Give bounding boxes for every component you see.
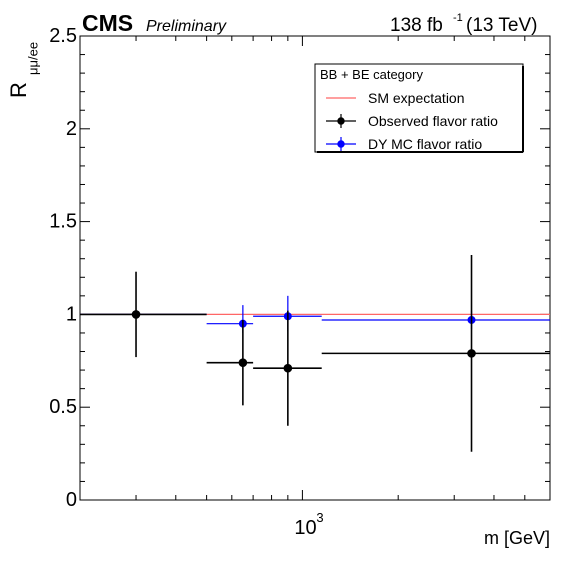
legend-title: BB + BE category	[320, 67, 423, 82]
plot-border	[79, 35, 551, 501]
luminosity-label: 138 fb -1 (13 TeV)	[390, 12, 537, 36]
legend-marker	[337, 117, 345, 125]
axis-labels: R μμ/ee m [GeV]	[6, 42, 550, 548]
y-tick-label: 1	[66, 303, 77, 325]
y-tick-label: 0.5	[49, 396, 77, 418]
y-axis-label-main: R	[6, 82, 31, 98]
axes: 0 0.5 1 1.5 2 2.5 10 3	[49, 25, 551, 539]
experiment-label: CMS	[82, 10, 133, 36]
y-axis-label-subscript: μμ/ee	[26, 42, 41, 75]
observed-point	[283, 363, 293, 373]
status-label: Preliminary	[146, 18, 227, 35]
x-tick-label-exponent: 3	[316, 510, 323, 525]
x-axis-label: m [GeV]	[484, 528, 550, 548]
y-tick-label: 2	[66, 118, 77, 140]
luminosity-energy: (13 TeV)	[466, 15, 537, 36]
legend-marker	[337, 140, 345, 148]
header: CMS Preliminary 138 fb -1 (13 TeV)	[82, 10, 537, 36]
luminosity-value: 138 fb	[390, 15, 443, 36]
observed-point	[238, 358, 248, 367]
legend-entries: SM expectation Observed flavor ratio DY MC…	[326, 90, 498, 152]
y-tick-label: 2.5	[49, 25, 77, 47]
plot-frame	[79, 35, 551, 501]
observed-point	[131, 310, 141, 319]
y-tick-label: 0	[66, 489, 77, 511]
y-tick-label: 1.5	[49, 211, 77, 233]
legend-box	[314, 63, 524, 153]
observed-point	[467, 349, 476, 358]
luminosity-exponent: -1	[453, 12, 463, 24]
legend-entry-label: SM expectation	[368, 90, 465, 106]
legend: BB + BE category SM expectation Observed …	[314, 63, 524, 153]
legend-entry-label: Observed flavor ratio	[368, 113, 498, 129]
series-layer	[80, 255, 550, 452]
legend-entry-label: DY MC flavor ratio	[368, 136, 482, 152]
x-tick-label-base: 10	[294, 517, 316, 539]
y-axis-label: R μμ/ee	[6, 42, 41, 98]
